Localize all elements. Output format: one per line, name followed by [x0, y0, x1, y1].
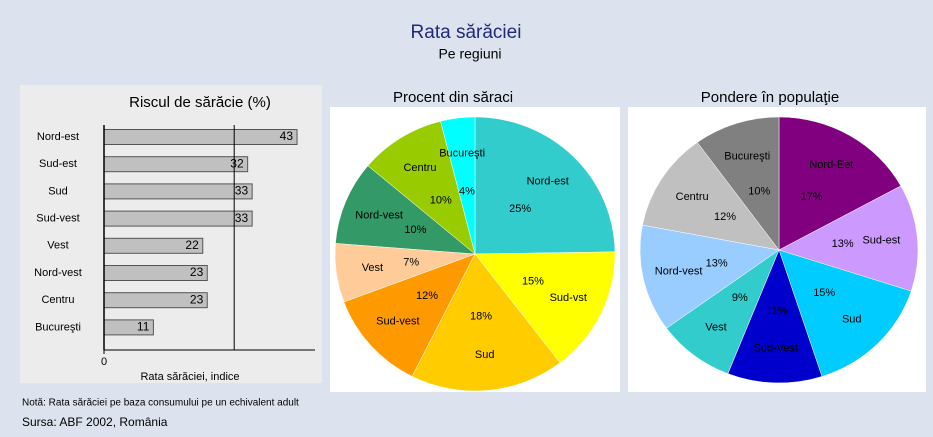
slice-label: Centru [403, 162, 436, 174]
page-title: Rata sărăciei [411, 22, 522, 43]
pie-slice [727, 249, 823, 384]
source: Sursa: ABF 2002, România [22, 415, 168, 429]
pie-slice [778, 249, 912, 377]
value-label: 9% [732, 292, 748, 304]
x-axis-label: Rata sărăciei, indice [140, 371, 239, 383]
y-tick-label: Vest [47, 240, 68, 252]
pie-slice [639, 224, 780, 329]
value-label: 33 [235, 184, 249, 198]
bar [103, 156, 249, 173]
bar [103, 183, 253, 200]
pie-slice [778, 185, 919, 292]
value-label: 13% [706, 257, 728, 269]
slice-label: Bucureşti [724, 150, 770, 162]
value-label: 25% [509, 203, 531, 215]
value-label: 10% [430, 195, 452, 207]
y-tick-label: Sud-vest [36, 213, 79, 225]
value-label: 7% [403, 257, 419, 269]
value-label: 33 [235, 211, 249, 225]
note: Notă: Rata sărăciei pe baza consumului p… [22, 398, 299, 409]
chart-title: Pondere în populaţie [701, 89, 839, 106]
value-label: 10% [404, 224, 426, 236]
slice-label: Nord-vest [355, 209, 403, 221]
value-label: 11% [766, 305, 787, 317]
slice-label: Nord-est [527, 176, 569, 188]
value-label: 15% [813, 287, 835, 299]
y-tick-label: Nord-vest [34, 267, 82, 279]
slice-label: Vest [362, 262, 383, 274]
pie-slice [778, 116, 902, 251]
pie-slice [367, 120, 476, 255]
value-label: 12% [416, 290, 438, 302]
value-label: 17% [801, 191, 823, 203]
y-tick-label: Nord-est [37, 131, 79, 143]
slice-label: Sud [475, 349, 495, 361]
value-label: 12% [714, 211, 736, 223]
y-tick-label: Centru [41, 294, 74, 306]
slice-label: Sud-vest [376, 316, 419, 328]
slice-label: Bucureşti [439, 147, 485, 159]
value-label: 23 [190, 292, 204, 306]
pie-slice [642, 142, 780, 251]
pie-slice [440, 116, 476, 255]
pie-slice [343, 253, 476, 377]
chart-title: Riscul de sărăcie (%) [129, 94, 271, 111]
chart-title: Procent din săraci [393, 89, 513, 106]
slice-label: Centru [676, 191, 709, 203]
bar [103, 210, 253, 227]
y-tick-label: Sud-est [39, 158, 77, 170]
page-subtitle: Pe regiuni [438, 46, 501, 62]
value-label: 18% [470, 311, 492, 323]
bar [103, 129, 298, 145]
pie-slice [696, 116, 780, 251]
pie-slice [335, 165, 476, 255]
slice-label: Sud [842, 313, 862, 325]
value-label: 43 [280, 129, 294, 143]
slice-label: Nord-vest [655, 265, 703, 277]
value-label: 32 [230, 156, 244, 170]
y-tick-label: Bucureşti [35, 321, 81, 333]
x-tick-label: 0 [101, 356, 107, 368]
pie-slice [474, 251, 616, 364]
value-label: 15% [522, 275, 544, 287]
value-label: 23 [190, 265, 204, 279]
value-label: 13% [832, 238, 854, 250]
y-tick-label: Sud [48, 185, 68, 197]
slice-label: Vest [705, 322, 726, 334]
value-label: 4% [459, 185, 475, 197]
value-label: 11 [137, 320, 150, 334]
pie-slice [474, 116, 616, 255]
slice-label: Sud-est [862, 235, 900, 247]
pie-slice [411, 253, 561, 392]
value-label: 10% [748, 186, 770, 198]
slice-label: Sud-vst [550, 292, 587, 304]
value-label: 22 [185, 238, 199, 252]
slice-label: Nord-Eet [809, 159, 853, 171]
slice-label: Sud-Vest [753, 342, 798, 354]
pie-slice [666, 249, 780, 374]
